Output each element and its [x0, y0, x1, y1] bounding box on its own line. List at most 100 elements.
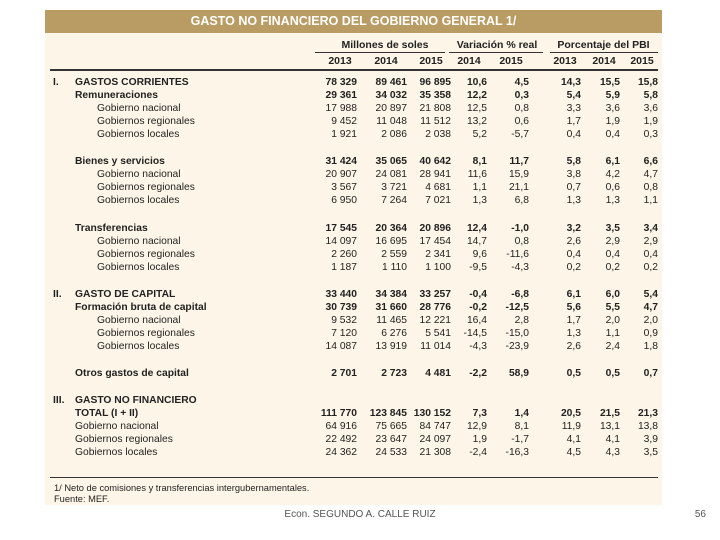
row-value: 40 642: [419, 156, 452, 167]
row-value: 3,4: [643, 223, 658, 234]
row-value: 21,3: [637, 408, 658, 419]
row-value: 1,1: [472, 182, 487, 193]
table-row: Gobiernos regionales 2 260 2 559 2 341 9,6 -1…: [45, 248, 662, 261]
row-value: 3,5: [605, 223, 620, 234]
row-value: 16,4: [466, 315, 487, 326]
table-row: Remuneraciones 29 361 34 032 35 358 12,2 0,3 5…: [45, 89, 662, 102]
row-value: 11 465: [376, 315, 407, 326]
header-year: 2015: [499, 55, 523, 67]
row-value: 15,5: [599, 77, 620, 88]
row-label: Gobierno nacional: [97, 315, 181, 326]
row-value: 16 695: [375, 236, 408, 247]
header-rule: [315, 52, 445, 53]
row-value: 0,3: [514, 90, 529, 101]
row-value: 13,2: [466, 116, 487, 127]
row-value: 30 739: [325, 302, 358, 313]
row-label: Gobiernos locales: [97, 195, 180, 206]
row-value: 3,9: [643, 434, 658, 445]
row-value: 14 097: [325, 236, 358, 247]
table-row: Gobiernos regionales 22 492 23 647 24 097 1,…: [45, 433, 662, 446]
row-value: 8,1: [472, 156, 487, 167]
row-label: Gobiernos regionales: [75, 434, 173, 445]
row-value: 20 896: [419, 223, 452, 234]
row-value: 2,6: [566, 341, 581, 352]
row-value: 0,2: [566, 262, 581, 273]
row-value: 2,0: [605, 315, 620, 326]
header-rule: [449, 52, 543, 53]
footer-author: Econ. SEGUNDO A. CALLE RUIZ: [284, 509, 436, 520]
row-value: 2 038: [425, 129, 451, 140]
row-value: 0,4: [605, 249, 620, 260]
table-row: Gobiernos locales 1 921 2 086 2 038 5,2 -5,7 0…: [45, 128, 662, 141]
row-value: 2,4: [605, 341, 620, 352]
header-group-millions: Millones de soles: [341, 39, 429, 51]
table-row: Gobierno nacional 17 988 20 897 21 808 12,5 0…: [45, 102, 662, 115]
row-value: 28 941: [419, 169, 452, 180]
row-label: GASTO NO FINANCIERO: [75, 395, 197, 406]
row-value: 4,3: [605, 447, 620, 458]
row-value: -4,3: [469, 341, 487, 352]
header-year: 2013: [328, 55, 352, 67]
row-value: -12,5: [505, 302, 529, 313]
row-value: -11,6: [506, 249, 529, 260]
row-value: 0,7: [566, 182, 581, 193]
table-bottom-rule: [50, 477, 658, 478]
table-row: TOTAL (I + II) 111 770 123 845 130 152 7,3 1,…: [45, 407, 662, 420]
row-label: Formación bruta de capital: [75, 302, 207, 313]
row-value: -1,0: [511, 223, 529, 234]
row-value: 17 454: [419, 236, 452, 247]
row-section-number: III.: [53, 395, 65, 406]
row-value: 2,9: [605, 236, 620, 247]
row-value: 2 723: [381, 368, 407, 379]
table-row: II. GASTO DE CAPITAL 33 440 34 384 33 257 -0,…: [45, 288, 662, 301]
row-value: 11 014: [420, 341, 451, 352]
row-value: 1,8: [643, 341, 658, 352]
row-value: 11 512: [420, 116, 451, 127]
row-label: Gobierno nacional: [97, 103, 181, 114]
row-value: 2,9: [643, 236, 658, 247]
row-value: 7,3: [472, 408, 487, 419]
row-value: 0,7: [643, 368, 658, 379]
row-value: 3,8: [566, 169, 581, 180]
row-value: -4,3: [511, 262, 529, 273]
row-value: 1,3: [566, 328, 581, 339]
header-year: 2014: [592, 55, 616, 67]
row-value: 3,5: [643, 447, 658, 458]
header-year: 2015: [630, 55, 654, 67]
table-row: Gobiernos locales 24 362 24 533 21 308 -2,4 -…: [45, 446, 662, 459]
row-value: 4,2: [605, 169, 620, 180]
row-value: 1,3: [605, 195, 620, 206]
row-value: 123 845: [369, 408, 407, 419]
row-value: 3,6: [643, 103, 658, 114]
row-label: Gobiernos regionales: [97, 249, 195, 260]
row-value: 21,5: [599, 408, 620, 419]
row-value: 58,9: [508, 368, 529, 379]
row-value: 3,3: [566, 103, 581, 114]
row-value: 3,2: [566, 223, 581, 234]
row-value: 17 988: [325, 103, 358, 114]
row-value: 1,1: [605, 328, 620, 339]
row-value: 24 362: [325, 447, 358, 458]
row-value: 2 341: [425, 249, 451, 260]
row-value: 6,1: [566, 289, 581, 300]
table-row: I. GASTOS CORRIENTES 78 329 89 461 96 895 10,…: [45, 76, 662, 89]
row-value: 7 021: [425, 195, 451, 206]
row-value: 34 032: [375, 90, 408, 101]
row-value: 0,6: [605, 182, 620, 193]
table-row: III. GASTO NO FINANCIERO: [45, 394, 662, 407]
header-year: 2014: [374, 55, 398, 67]
row-value: 0,8: [514, 236, 529, 247]
row-value: 8,1: [514, 421, 529, 432]
row-value: 0,3: [643, 129, 658, 140]
row-label: Bienes y servicios: [75, 156, 165, 167]
row-value: 0,2: [643, 262, 658, 273]
row-value: 12,9: [466, 421, 487, 432]
row-value: 1,7: [566, 315, 581, 326]
table-row: Gobiernos locales 14 087 13 919 11 014 -4,3 -…: [45, 340, 662, 353]
table-row: Transferencias 17 545 20 364 20 896 12,4 -1,0…: [45, 222, 662, 235]
row-value: 24 533: [375, 447, 408, 458]
row-value: 2 559: [381, 249, 407, 260]
row-value: 4,1: [605, 434, 620, 445]
header-group-variation: Variación % real: [456, 39, 538, 51]
row-value: 3 567: [331, 182, 357, 193]
